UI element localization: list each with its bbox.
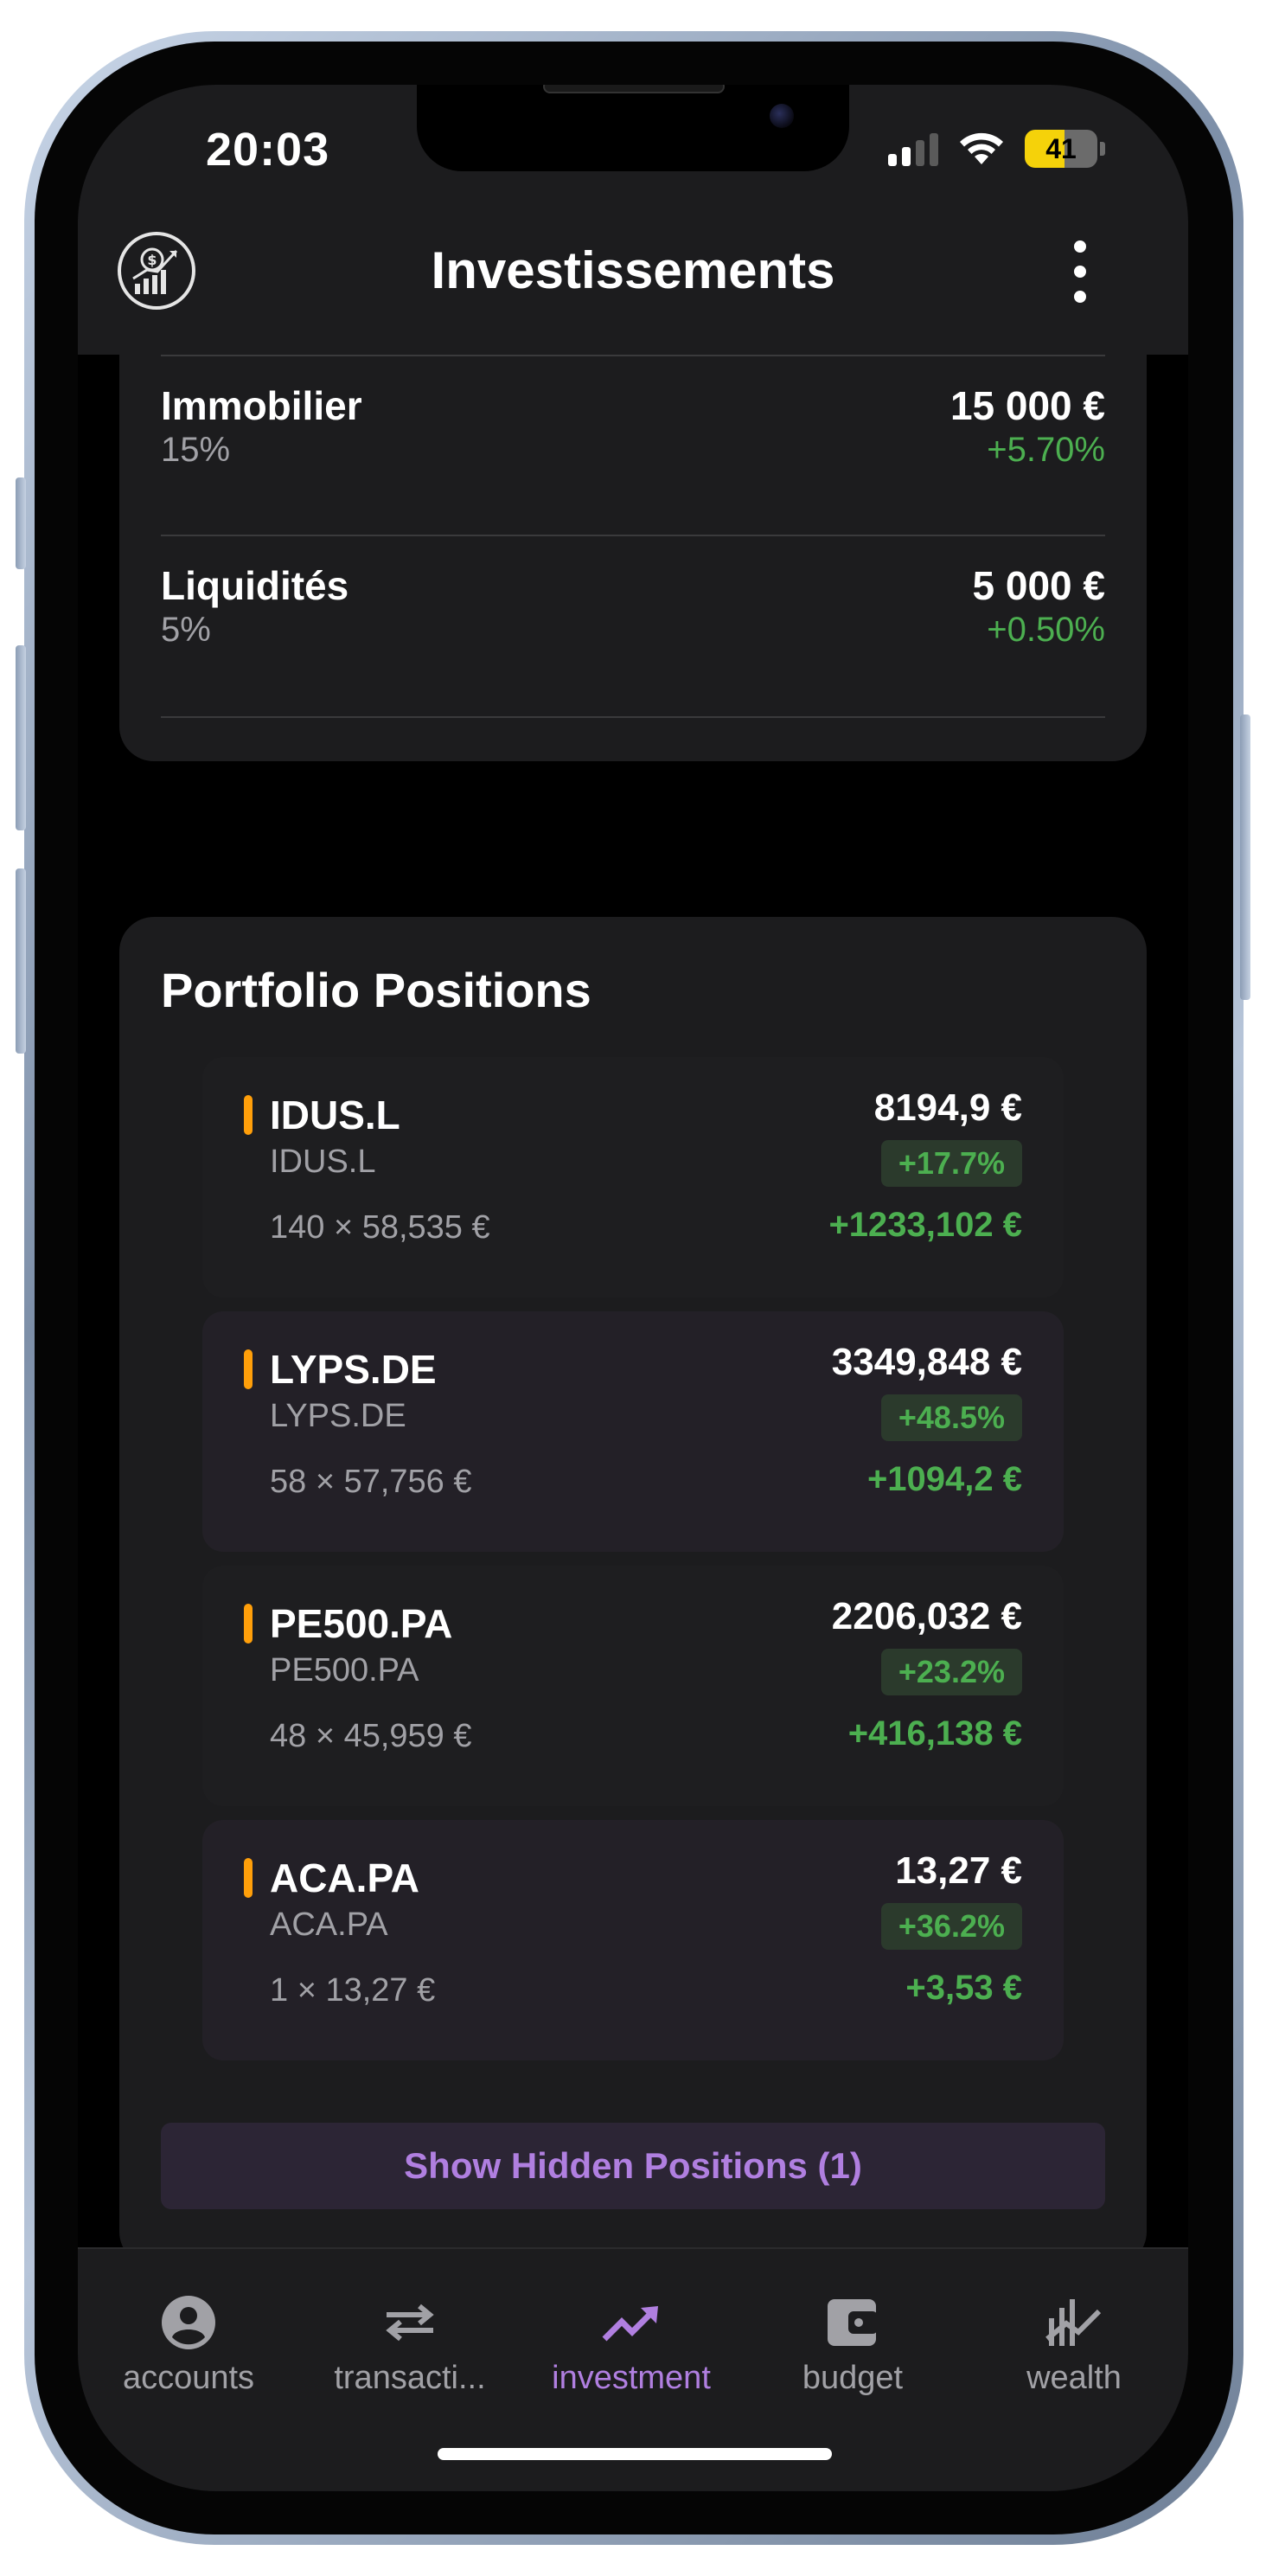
position-value: 2206,032 € [831, 1595, 1022, 1637]
position-change-badge: +36.2% [880, 1903, 1022, 1950]
position-quantity: 140 × 58,535 € [270, 1209, 490, 1246]
position-marker [244, 1349, 253, 1389]
divider [161, 716, 1105, 718]
divider [161, 355, 1105, 356]
tab-budget[interactable]: budget [742, 2292, 963, 2397]
allocation-row[interactable]: Liquidités 5% 5 000 € +0.50% [161, 562, 1105, 692]
cellular-signal-icon [888, 131, 938, 166]
portfolio-positions-title: Portfolio Positions [161, 963, 591, 1017]
position-quantity: 58 × 57,756 € [270, 1464, 472, 1500]
allocation-name: Immobilier [161, 383, 362, 428]
wallet-icon [742, 2292, 963, 2353]
allocation-change: +5.70% [987, 431, 1105, 469]
tab-label: wealth [1026, 2360, 1122, 2396]
volume-up-button [16, 645, 26, 830]
position-gain: +416,138 € [847, 1714, 1022, 1753]
front-camera [770, 104, 794, 128]
status-time: 20:03 [206, 124, 330, 176]
silent-switch [16, 477, 26, 569]
battery-icon: 41 [1025, 130, 1105, 168]
page-title: Investissements [431, 241, 835, 299]
position-gain: +1094,2 € [866, 1460, 1022, 1498]
position-symbol: ACA.PA [270, 1855, 419, 1900]
position-subtitle: ACA.PA [270, 1906, 388, 1943]
position-gain: +1233,102 € [828, 1206, 1022, 1244]
position-row-pe500[interactable]: PE500.PA PE500.PA 48 × 45,959 € 2206,032… [202, 1566, 1064, 1806]
investment-logo-icon[interactable]: $ [118, 232, 195, 310]
notch [417, 85, 849, 171]
home-indicator[interactable] [438, 2448, 832, 2460]
allocation-row[interactable]: Immobilier 15% 15 000 € +5.70% [161, 382, 1105, 512]
screen: 20:03 41 $ [78, 85, 1188, 2491]
app-header: $ Investissements [78, 180, 1188, 355]
position-change-badge: +23.2% [880, 1649, 1022, 1695]
position-row-aca[interactable]: ACA.PA ACA.PA 1 × 13,27 € 13,27 € +36.2%… [202, 1820, 1064, 2060]
svg-text:$: $ [147, 252, 157, 268]
allocation-name: Liquidités [161, 563, 349, 608]
allocation-value: 5 000 € [972, 563, 1105, 608]
position-value: 8194,9 € [873, 1086, 1022, 1129]
position-symbol: PE500.PA [270, 1601, 453, 1646]
show-hidden-positions-button[interactable]: Show Hidden Positions (1) [161, 2123, 1105, 2209]
battery-level: 41 [1025, 130, 1097, 168]
position-marker [244, 1858, 253, 1898]
speaker-grille [543, 85, 725, 93]
position-value: 3349,848 € [831, 1341, 1022, 1383]
tab-bar: accounts transacti... investment [78, 2247, 1188, 2491]
tab-accounts[interactable]: accounts [78, 2292, 299, 2397]
position-marker [244, 1604, 253, 1644]
position-value: 13,27 € [895, 1849, 1022, 1892]
position-symbol: LYPS.DE [270, 1347, 437, 1392]
position-quantity: 48 × 45,959 € [270, 1718, 472, 1754]
allocation-card: Immobilier 15% 15 000 € +5.70% Liquidité… [119, 303, 1147, 761]
tab-label: accounts [122, 2360, 255, 2396]
tab-label: budget [802, 2360, 904, 2396]
allocation-change: +0.50% [987, 611, 1105, 649]
position-subtitle: LYPS.DE [270, 1398, 406, 1434]
position-change-badge: +48.5% [880, 1394, 1022, 1441]
allocation-percent: 15% [161, 431, 231, 469]
position-gain: +3,53 € [905, 1969, 1022, 2007]
position-quantity: 1 × 13,27 € [270, 1972, 436, 2009]
wealth-chart-icon [963, 2292, 1185, 2353]
allocation-percent: 5% [161, 611, 211, 649]
more-options-icon[interactable] [1067, 240, 1093, 303]
tab-transactions[interactable]: transacti... [299, 2292, 521, 2397]
allocation-value: 15 000 € [950, 383, 1105, 428]
wifi-icon [960, 132, 1003, 164]
account-circle-icon [78, 2292, 299, 2353]
position-symbol: IDUS.L [270, 1093, 400, 1137]
swap-arrows-icon [299, 2292, 521, 2353]
position-row-idus[interactable]: IDUS.L IDUS.L 140 × 58,535 € 8194,9 € +1… [202, 1057, 1064, 1298]
portfolio-positions-card: Portfolio Positions IDUS.L IDUS.L 140 × … [119, 917, 1147, 2266]
position-row-lyps[interactable]: LYPS.DE LYPS.DE 58 × 57,756 € 3349,848 €… [202, 1311, 1064, 1552]
position-marker [244, 1095, 253, 1135]
position-subtitle: IDUS.L [270, 1144, 376, 1180]
status-icons: 41 [888, 130, 1105, 168]
power-button [1240, 714, 1250, 1000]
trending-up-icon [521, 2292, 742, 2353]
position-subtitle: PE500.PA [270, 1652, 419, 1688]
divider [161, 535, 1105, 536]
money-chart-icon: $ [132, 247, 178, 294]
tab-investment[interactable]: investment [521, 2292, 742, 2397]
main-content[interactable]: Immobilier 15% 15 000 € +5.70% Liquidité… [78, 303, 1188, 2491]
volume-down-button [16, 868, 26, 1054]
tab-label: investment [552, 2360, 711, 2396]
tab-label: transacti... [334, 2360, 486, 2396]
position-change-badge: +17.7% [880, 1140, 1022, 1187]
tab-wealth[interactable]: wealth [963, 2292, 1185, 2397]
